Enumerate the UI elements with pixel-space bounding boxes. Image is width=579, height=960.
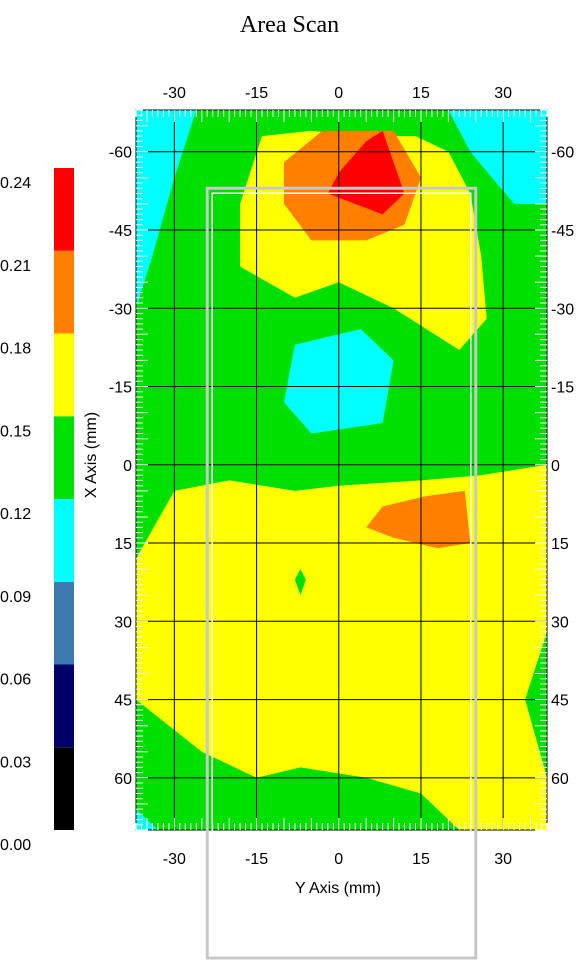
y-tick-label-right: 60 — [551, 771, 569, 788]
colorbar-tick-label: 0.18 — [0, 341, 31, 358]
plot-area — [136, 110, 547, 830]
x-axis-title: Y Axis (mm) — [295, 880, 381, 897]
overlay-layer — [205, 186, 478, 960]
colorbar-tick-label: 0.09 — [0, 589, 31, 606]
colorbar-swatch — [54, 664, 74, 748]
colorbar-tick-label: 0.00 — [0, 837, 31, 854]
y-tick-label-left: -15 — [109, 380, 132, 397]
contour-region — [136, 464, 547, 830]
x-tick-label-bottom: -15 — [245, 851, 268, 868]
x-tick-label-bottom: -30 — [163, 851, 186, 868]
colorbar-swatch — [54, 416, 74, 499]
y-tick-label-left: 45 — [114, 693, 132, 710]
x-tick-label-top: 15 — [412, 85, 430, 102]
y-tick-label-right: -60 — [551, 145, 574, 162]
y-tick-label-left: -45 — [109, 223, 132, 240]
overlay-inner-outline — [211, 192, 472, 954]
x-tick-label-top: -15 — [245, 85, 268, 102]
y-axis-title: X Axis (mm) — [83, 412, 100, 498]
tick-marks — [135, 109, 548, 831]
colorbar-tick-label: 0.12 — [0, 506, 31, 523]
colorbar-tick-label: 0.21 — [0, 258, 31, 275]
overlay-outline — [205, 186, 478, 960]
y-tick-label-left: -30 — [109, 301, 132, 318]
contour-region — [136, 110, 197, 309]
y-tick-label-left: 60 — [114, 771, 132, 788]
y-tick-label-right: 30 — [551, 614, 569, 631]
y-tick-label-left: 0 — [123, 458, 132, 475]
colorbar-swatch — [54, 250, 74, 334]
y-tick-label-right: -45 — [551, 223, 574, 240]
contour-region — [415, 245, 460, 309]
y-tick-label-left: 15 — [114, 536, 132, 553]
y-tick-label-left: 30 — [114, 614, 132, 631]
colorbar-swatch — [54, 581, 74, 665]
tick-labels: -30 -30 -15 -15 0 0 15 15 30 30 -60 -60 -45 -45 -30 -30… — [109, 85, 574, 868]
x-tick-label-bottom: 30 — [494, 851, 512, 868]
colorbar-tick-label: 0.03 — [0, 754, 31, 771]
y-tick-label-right: 45 — [551, 693, 569, 710]
x-tick-label-top: 0 — [334, 85, 343, 102]
x-tick-label-bottom: 15 — [412, 851, 430, 868]
minor-ticks — [135, 109, 548, 831]
chart-title: Area Scan — [239, 12, 340, 38]
x-tick-label-top: -30 — [163, 85, 186, 102]
colorbar-tick-label: 0.06 — [0, 672, 31, 689]
x-tick-label-top: 30 — [494, 85, 512, 102]
y-tick-label-left: -60 — [109, 145, 132, 162]
colorbar-swatch — [54, 168, 74, 251]
y-tick-label-right: -30 — [551, 301, 574, 318]
gridlines — [135, 109, 548, 831]
contour-region — [294, 569, 306, 596]
y-tick-label-right: 15 — [551, 536, 569, 553]
contour-region — [448, 110, 547, 204]
colorbar-tick-label: 0.24 — [0, 175, 31, 192]
y-tick-label-right: 0 — [551, 458, 560, 475]
y-tick-label-right: -15 — [551, 380, 574, 397]
colorbar-tick-label: 0.15 — [0, 423, 31, 440]
colorbar-swatch — [54, 333, 74, 417]
x-tick-label-bottom: 0 — [334, 851, 343, 868]
colorbar-swatch — [54, 747, 74, 830]
colorbar-legend: 0.24 0.21 0.18 0.15 0.12 0.09 0.06 0.03 0.00 — [0, 168, 74, 854]
contour-region — [366, 490, 471, 549]
colorbar-swatch — [54, 499, 74, 582]
